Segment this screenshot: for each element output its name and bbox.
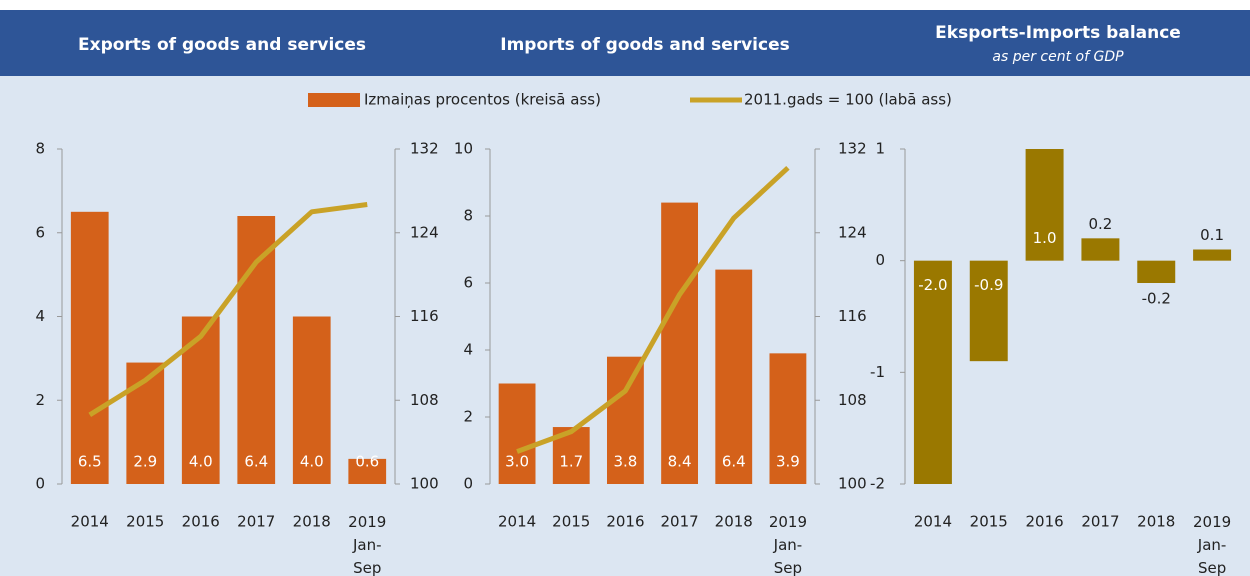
x-tick-label: 2015 [970,513,1008,531]
y2-tick-label: 116 [410,307,439,325]
bar [70,211,109,484]
bar [1193,249,1232,261]
y-tick-label: 2 [463,408,473,426]
data-label: 0.2 [1088,215,1112,233]
y-tick-label: 6 [35,223,45,241]
x-tick-label: 2014 [498,513,536,531]
bar [1025,149,1064,261]
x-tick-label: 2015 [126,513,164,531]
y2-tick-label: 100 [410,475,439,493]
bar [769,353,807,484]
y-tick-label: -1 [870,363,885,381]
y-tick-label: 0 [875,251,885,269]
y2-tick-label: 108 [410,391,439,409]
x-tick-label: 2015 [552,513,590,531]
y2-tick-label: 124 [410,223,439,241]
x-tick-label: 2016 [182,513,220,531]
data-label: 4.0 [189,453,213,471]
y2-tick-label: 116 [838,307,867,325]
chart-title: Exports of goods and services [78,35,366,55]
data-label: 0.1 [1200,226,1224,244]
x-tick-label: 2019 Jan-Sep [348,513,386,576]
y-tick-label: 4 [463,341,473,359]
y-tick-label: 0 [463,475,473,493]
bar [715,269,753,484]
chart-title: Imports of goods and services [500,35,790,55]
x-tick-label: 2017 [1081,513,1119,531]
bar [237,216,276,484]
y-tick-label: 6 [463,274,473,292]
data-label: 8.4 [668,453,692,471]
data-label: 3.0 [505,453,529,471]
bar [969,260,1008,362]
data-label: 1.0 [1033,229,1057,247]
data-label: -0.9 [974,276,1003,294]
x-tick-label: 2019 Jan-Sep [1193,513,1231,576]
y-tick-label: 2 [35,391,45,409]
line [88,202,368,418]
x-tick-label: 2018 [1137,513,1175,531]
y2-tick-label: 108 [838,391,867,409]
data-label: -0.2 [1142,290,1171,308]
y-tick-label: 10 [454,140,473,158]
line [516,166,790,454]
bar [348,458,387,484]
y2-tick-label: 132 [838,140,867,158]
bar [607,356,644,484]
y-tick-label: 4 [35,307,45,325]
data-label: 6.4 [722,453,746,471]
data-label: 0.6 [355,453,379,471]
y2-tick-label: 132 [410,140,439,158]
bar [292,316,331,484]
header [0,10,1250,76]
data-label: 6.5 [78,453,102,471]
x-tick-label: 2018 [293,513,331,531]
data-label: 1.7 [559,453,583,471]
data-label: 4.0 [300,453,324,471]
data-label: -2.0 [918,276,947,294]
data-label: 2.9 [133,453,157,471]
y2-tick-label: 124 [838,223,867,241]
y-tick-label: 8 [35,140,45,158]
data-label: 3.8 [613,453,637,471]
x-tick-label: 2014 [914,513,952,531]
bar [661,202,698,484]
legend-label: 2011.gads = 100 (labā ass) [744,91,952,109]
y-tick-label: 0 [35,475,45,493]
data-label: 3.9 [776,453,800,471]
x-tick-label: 2017 [660,513,698,531]
x-tick-label: 2016 [1025,513,1063,531]
x-tick-label: 2017 [237,513,275,531]
top-strip [0,0,1250,10]
data-label: 6.4 [244,453,268,471]
x-tick-label: 2014 [71,513,109,531]
y-tick-label: -2 [870,475,885,493]
x-tick-label: 2019 Jan-Sep [769,513,807,576]
bar [498,383,536,484]
legend-swatch [308,93,360,107]
y-tick-label: 8 [463,207,473,225]
chart-title: Eksports-Imports balance [935,23,1181,43]
x-tick-label: 2016 [606,513,644,531]
legend-label: Izmaiņas procentos (kreisā ass) [364,91,601,109]
y2-tick-label: 100 [838,475,867,493]
chart-subtitle: as per cent of GDP [992,49,1124,65]
bar [913,260,952,484]
x-tick-label: 2018 [715,513,753,531]
bar [1137,260,1176,283]
y-tick-label: 1 [875,140,885,158]
bar [1081,238,1120,261]
